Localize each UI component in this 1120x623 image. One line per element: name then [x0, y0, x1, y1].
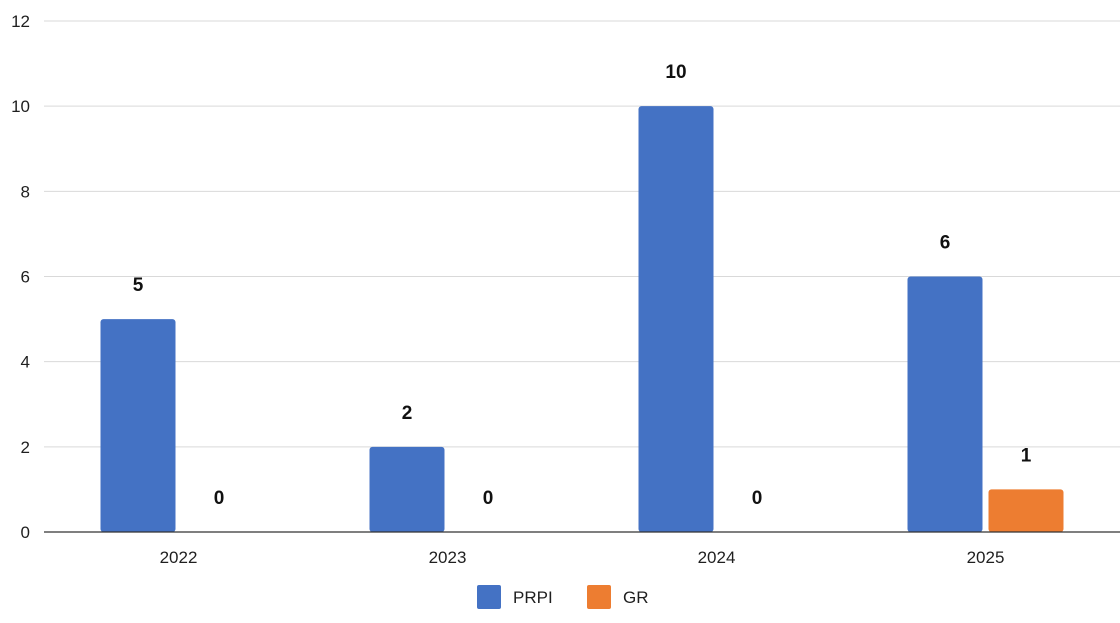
data-label-prpi-2024: 10	[665, 62, 686, 83]
x-axis-tick-labels: 2022 2023 2024 2025	[160, 548, 1005, 567]
bar-prpi-2023	[369, 446, 445, 532]
data-label-prpi-2023: 2	[402, 403, 413, 424]
y-tick-label: 0	[21, 523, 30, 542]
y-tick-label: 8	[21, 182, 30, 201]
y-tick-label: 10	[11, 97, 30, 116]
data-label-prpi-2022: 5	[133, 275, 144, 296]
legend-label: GR	[623, 588, 649, 607]
data-label-gr-2024: 0	[752, 488, 763, 509]
x-tick-label: 2025	[967, 548, 1005, 567]
data-label-gr-2022: 0	[214, 488, 225, 509]
bar-prpi-2024	[638, 106, 714, 533]
legend-swatch	[477, 585, 501, 609]
data-label-gr-2025: 1	[1021, 445, 1032, 466]
y-axis-tick-labels: 0 2 4 6 8 10 12	[11, 12, 30, 542]
bar-prpi-2025	[907, 276, 983, 532]
y-tick-label: 6	[21, 268, 30, 287]
bar-gr-2025	[988, 489, 1064, 532]
y-tick-label: 4	[21, 353, 30, 372]
x-tick-label: 2023	[429, 548, 467, 567]
y-tick-label: 12	[11, 12, 30, 31]
data-label-prpi-2025: 6	[940, 233, 951, 254]
data-label-gr-2023: 0	[483, 488, 494, 509]
legend-swatch	[587, 585, 611, 609]
x-tick-label: 2024	[698, 548, 736, 567]
legend-item-prpi[interactable]: PRPI	[477, 585, 553, 609]
legend-label: PRPI	[513, 588, 553, 607]
bars	[100, 106, 1064, 533]
x-tick-label: 2022	[160, 548, 198, 567]
y-tick-label: 2	[21, 438, 30, 457]
legend-item-gr[interactable]: GR	[587, 585, 649, 609]
legend[interactable]: PRPI GR	[477, 585, 649, 609]
bar-prpi-2022	[100, 319, 176, 532]
